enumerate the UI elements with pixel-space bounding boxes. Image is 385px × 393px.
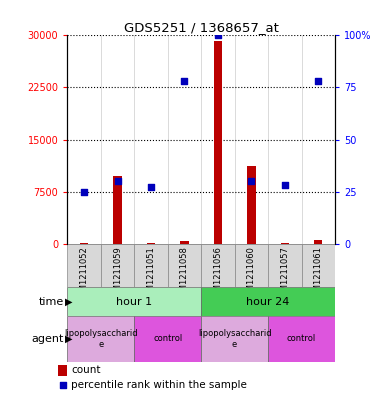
- Bar: [80, 242, 88, 244]
- Point: [215, 32, 221, 39]
- Text: GSM1211052: GSM1211052: [80, 246, 89, 301]
- Bar: [214, 41, 222, 244]
- Bar: [268, 316, 335, 362]
- Point: [59, 382, 65, 388]
- Text: agent: agent: [31, 334, 64, 344]
- Bar: [67, 316, 134, 362]
- Bar: [201, 287, 335, 316]
- Text: time: time: [38, 297, 64, 307]
- Bar: [113, 176, 122, 244]
- Point: [148, 184, 154, 191]
- Point: [181, 78, 187, 84]
- Text: percentile rank within the sample: percentile rank within the sample: [71, 380, 247, 390]
- Text: GSM1211057: GSM1211057: [280, 246, 289, 302]
- Text: GSM1211058: GSM1211058: [180, 246, 189, 302]
- Bar: [201, 244, 234, 287]
- Bar: [67, 287, 201, 316]
- Bar: [58, 365, 67, 376]
- Point: [248, 178, 254, 184]
- Bar: [67, 244, 101, 287]
- Bar: [180, 241, 189, 244]
- Bar: [301, 244, 335, 287]
- Point: [81, 188, 87, 195]
- Text: GSM1211060: GSM1211060: [247, 246, 256, 302]
- Bar: [168, 244, 201, 287]
- Point: [315, 78, 321, 84]
- Bar: [234, 244, 268, 287]
- Text: GSM1211056: GSM1211056: [213, 246, 223, 302]
- Text: GSM1211051: GSM1211051: [146, 246, 156, 301]
- Bar: [134, 316, 201, 362]
- Text: ▶: ▶: [65, 297, 73, 307]
- Bar: [101, 244, 134, 287]
- Text: control: control: [153, 334, 182, 343]
- Text: hour 1: hour 1: [116, 297, 152, 307]
- Point: [282, 182, 288, 189]
- Text: hour 24: hour 24: [246, 297, 290, 307]
- Text: GSM1211059: GSM1211059: [113, 246, 122, 301]
- Bar: [134, 244, 168, 287]
- Bar: [268, 244, 301, 287]
- Text: count: count: [71, 365, 101, 375]
- Bar: [201, 316, 268, 362]
- Title: GDS5251 / 1368657_at: GDS5251 / 1368657_at: [124, 21, 279, 34]
- Bar: [247, 166, 256, 244]
- Point: [114, 178, 121, 184]
- Bar: [314, 240, 322, 244]
- Bar: [147, 242, 155, 244]
- Text: lipopolysaccharid
e: lipopolysaccharid e: [198, 329, 271, 349]
- Text: GSM1211061: GSM1211061: [314, 246, 323, 302]
- Text: control: control: [287, 334, 316, 343]
- Bar: [281, 242, 289, 244]
- Text: ▶: ▶: [65, 334, 73, 344]
- Text: lipopolysaccharid
e: lipopolysaccharid e: [64, 329, 137, 349]
